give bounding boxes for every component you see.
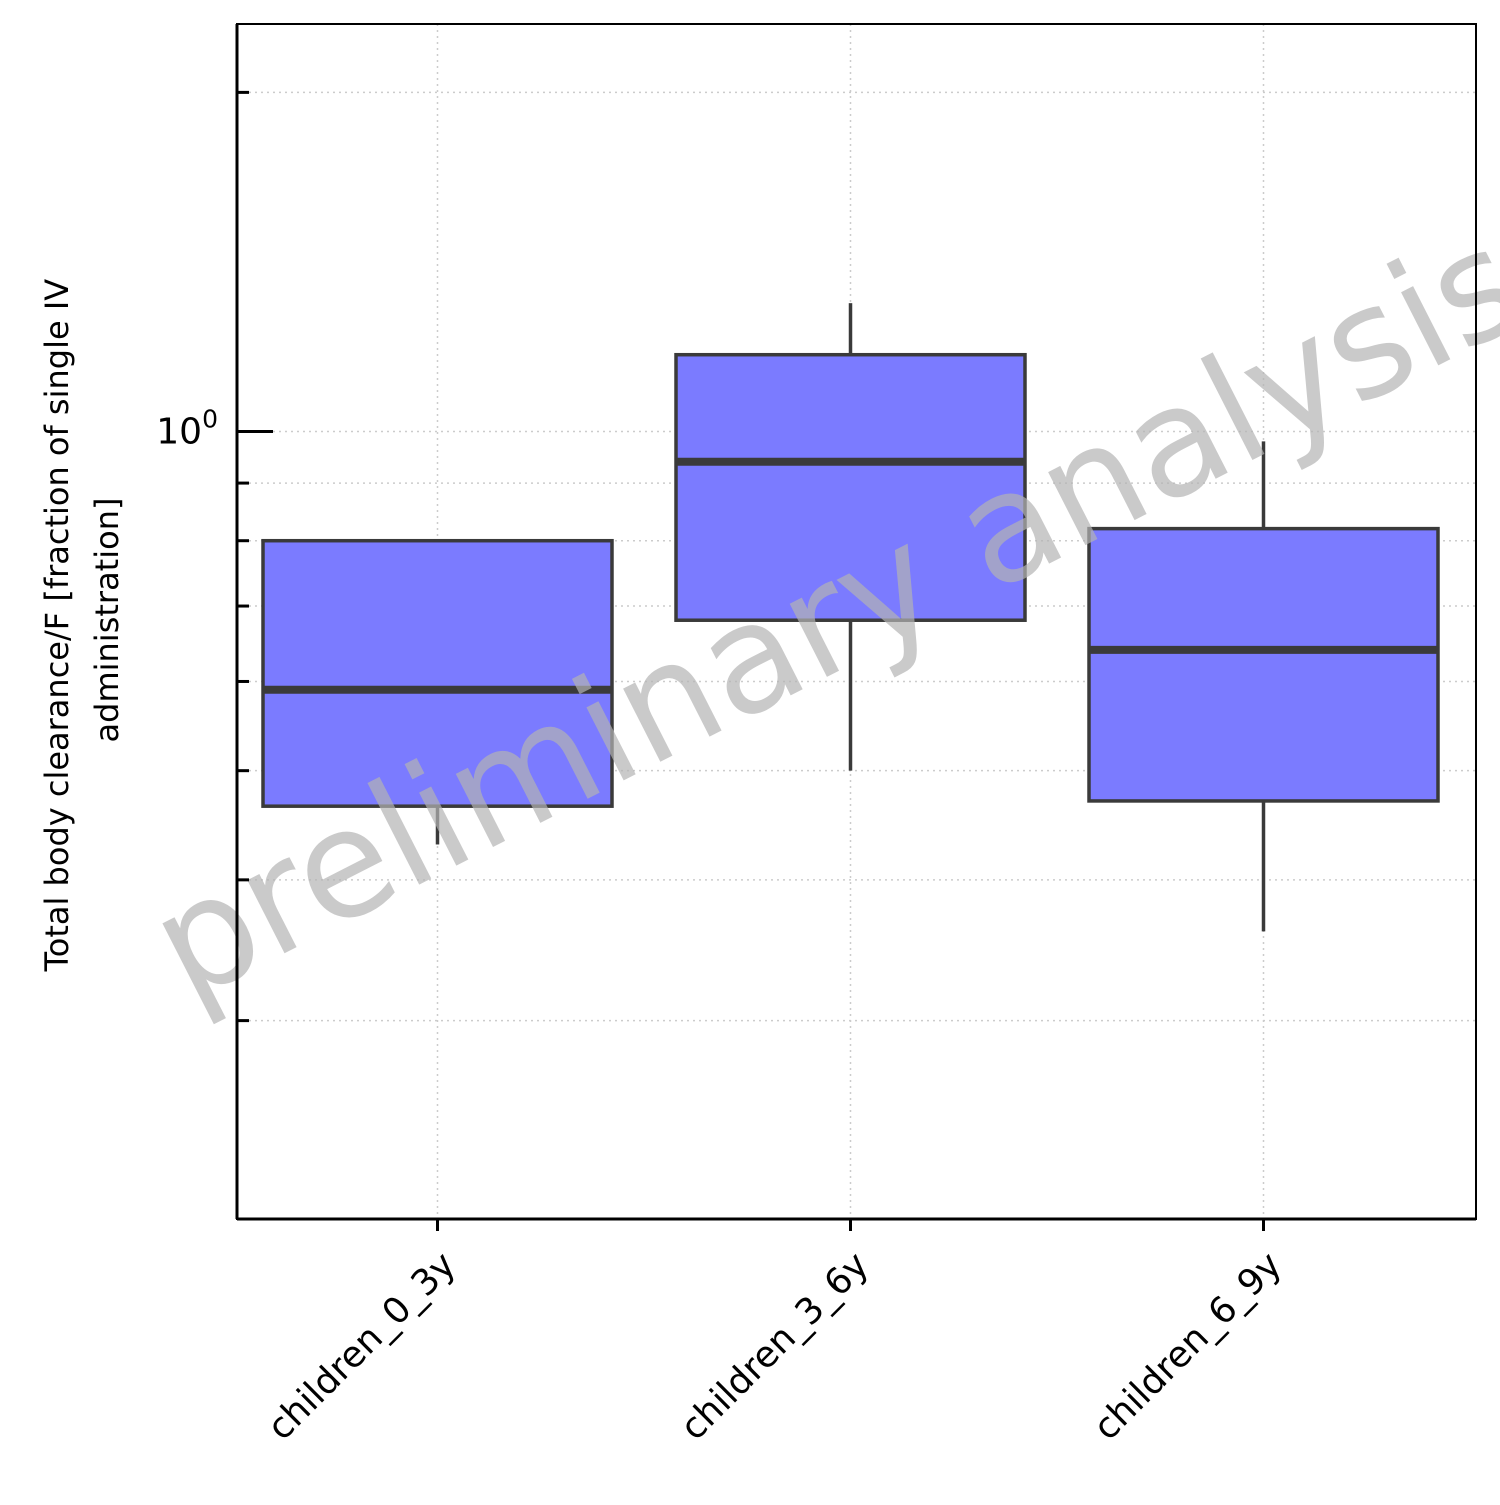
boxes bbox=[261, 303, 1440, 932]
y-axis-title-line-2: administration] bbox=[88, 498, 126, 743]
box-iqr bbox=[261, 538, 614, 808]
box-group bbox=[674, 303, 1027, 771]
box-group bbox=[1087, 441, 1440, 932]
ticks bbox=[237, 90, 1265, 1231]
box-iqr bbox=[1087, 526, 1440, 803]
box-group bbox=[261, 538, 614, 845]
x-tick-label: children_0_3y bbox=[260, 1244, 464, 1448]
y-axis-title: Total body clearance/F [fraction of sing… bbox=[38, 269, 126, 973]
y-tick-label-exponent: 0 bbox=[202, 405, 218, 434]
y-axis-title-line-1: Total body clearance/F [fraction of sing… bbox=[38, 279, 76, 973]
box-iqr bbox=[674, 352, 1027, 622]
x-tick-label: children_3_6y bbox=[673, 1244, 877, 1448]
x-tick-label: children_6_9y bbox=[1086, 1244, 1290, 1448]
y-tick-label-base: 10 bbox=[156, 412, 202, 453]
y-tick-label: 100 bbox=[156, 405, 218, 453]
